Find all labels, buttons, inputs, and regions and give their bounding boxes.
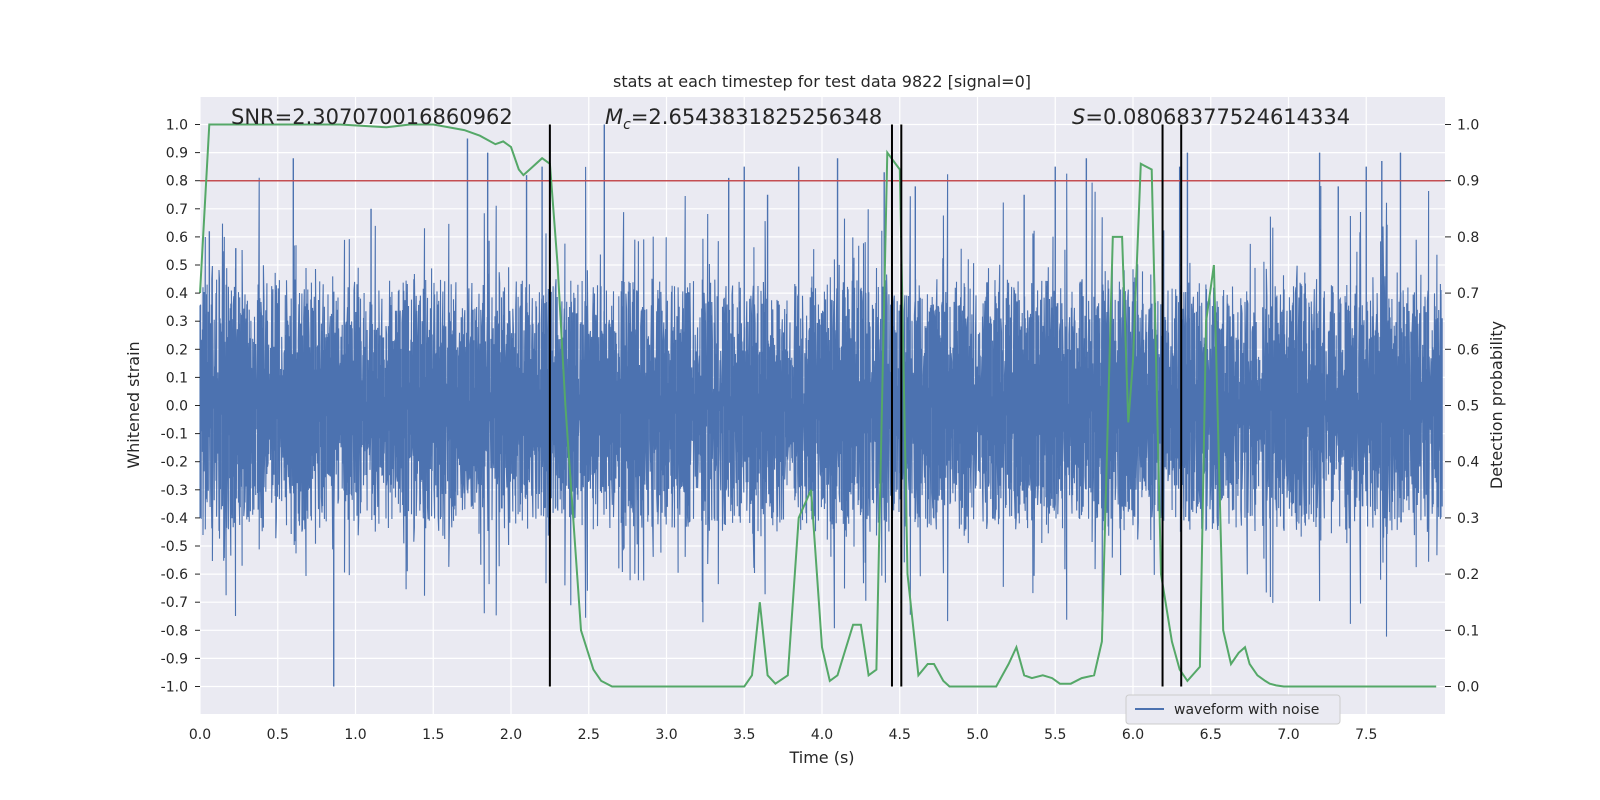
y-tick-label: -0.9 [161,651,188,667]
mc-annotation: Mc=2.6543831825256348 [605,105,882,133]
x-axis-label: Time (s) [788,748,854,767]
y-tick-label: 1.0 [166,118,188,134]
y-tick-label: -0.1 [161,427,188,443]
legend: waveform with noise [1125,694,1341,725]
x-tick-label: 0.0 [189,727,211,743]
y-tick-label: 0.2 [166,342,188,358]
y-tick-label: 0.3 [166,314,188,330]
x-tick-label: 5.0 [966,727,988,743]
x-tick-label: 6.5 [1200,727,1222,743]
chart-title: stats at each timestep for test data 982… [613,72,1031,91]
y-tick-label: -0.4 [161,511,188,527]
legend-box [1125,694,1341,725]
s-annotation: S=0.08068377524614334 [1072,105,1350,129]
y-tick-label: 0.1 [166,370,188,386]
y2-tick-label: 0.4 [1457,455,1479,471]
y-tick-label: -1.0 [161,680,188,696]
x-tick-label: 4.0 [811,727,833,743]
y-tick-label: -0.6 [161,567,188,583]
y2-tick-label: 1.0 [1457,118,1479,134]
mc-value: =2.6543831825256348 [631,105,882,129]
x-tick-label: 2.0 [500,727,522,743]
y-axis-ticks: 1.0 0.9 0.8 0.7 0.6 0.5 0.4 0.3 0.2 0.1 0.0 -0.1 -0.… [161,118,200,696]
x-tick-label: 2.5 [578,727,600,743]
y2-tick-label: 0.3 [1457,511,1479,527]
y-tick-label: 0.8 [166,174,188,190]
x-tick-label: 3.5 [733,727,755,743]
x-tick-label: 0.5 [267,727,289,743]
y-tick-label: -0.2 [161,455,188,471]
y-tick-label: -0.5 [161,539,188,555]
y-tick-label: -0.8 [161,623,188,639]
y2-tick-label: 0.0 [1457,680,1479,696]
y-tick-label: -0.3 [161,483,188,499]
y2-axis-ticks: 1.0 0.9 0.8 0.7 0.6 0.5 0.4 0.3 0.2 0.1 0.0 [1445,118,1479,696]
y-tick-label: 0.5 [166,258,188,274]
probability-line [199,123,1437,688]
y-tick-label: 0.0 [166,399,188,415]
y2-tick-label: 0.5 [1457,399,1479,415]
y-tick-label: 0.4 [166,286,188,302]
x-tick-label: 7.5 [1355,727,1377,743]
mc-symbol: M [605,105,623,129]
y-tick-label: 0.7 [166,202,188,218]
x-tick-label: 3.0 [655,727,677,743]
x-tick-label: 7.0 [1277,727,1299,743]
y2-tick-label: 0.9 [1457,174,1479,190]
x-axis-ticks: 0.0 0.5 1.0 1.5 2.0 2.5 3.0 3.5 4.0 4.5 5.0 5.5 6.0 6… [189,727,1378,743]
s-value: =0.08068377524614334 [1085,105,1350,129]
y-axis-label: Whitened strain [124,341,143,468]
y-tick-label: -0.7 [161,595,188,611]
vertical-markers [548,124,1183,687]
waveform-line [199,166,1443,637]
y-tick-label: 0.9 [166,146,188,162]
s-symbol: S [1072,105,1085,129]
x-tick-label: 6.0 [1122,727,1144,743]
y2-tick-label: 0.7 [1457,286,1479,302]
legend-entry: waveform with noise [1174,702,1319,718]
probability-series [199,123,1437,688]
y2-tick-label: 0.1 [1457,623,1479,639]
y2-tick-label: 0.6 [1457,342,1479,358]
x-tick-label: 1.0 [344,727,366,743]
y2-axis-label: Detection probability [1487,321,1506,489]
y2-tick-label: 0.2 [1457,567,1479,583]
y-tick-label: 0.6 [166,230,188,246]
x-tick-label: 1.5 [422,727,444,743]
x-tick-label: 5.5 [1044,727,1066,743]
snr-annotation: SNR=2.307070016860962 [231,105,513,129]
mc-subscript: c [623,117,631,133]
y2-tick-label: 0.8 [1457,230,1479,246]
x-tick-label: 4.5 [889,727,911,743]
